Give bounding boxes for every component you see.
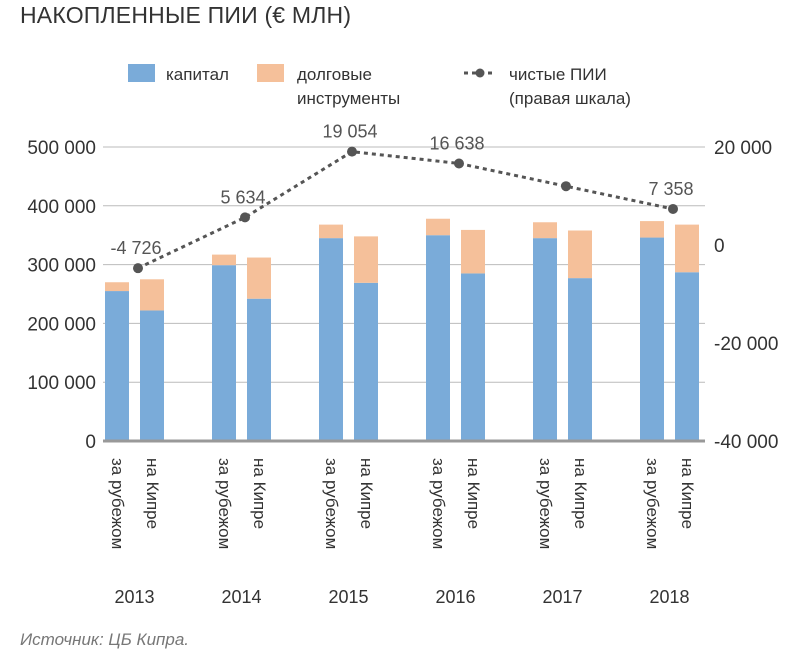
legend-label-capital: капитал [166,65,229,84]
legend-swatch-debt [257,64,284,82]
x-year-label: 2014 [221,587,261,607]
bar-debt [105,282,129,292]
bar-debt [426,218,450,236]
net-fdi-marker [347,146,357,157]
x-axis-categories: за рубежом на Кипре 2013 за рубежом на Кипре… [108,458,697,607]
legend-swatch-net-marker [475,68,485,78]
bar-capital [247,298,271,441]
bar-capital [640,237,664,441]
net-fdi-marker [561,181,571,192]
x-category-label: за рубежом [429,458,448,549]
net-fdi-data-label: 19 054 [322,122,377,142]
bars [105,218,699,441]
bar-capital [319,238,343,441]
x-category-label: на Кипре [250,458,269,529]
bar-capital [212,265,236,441]
bar-debt [675,224,699,273]
net-fdi-marker [454,158,464,169]
bar-debt [319,224,343,239]
y-left-tick-label: 500 000 [27,138,96,159]
net-fdi-marker [668,203,678,214]
bar-capital [461,273,485,441]
legend-swatch-capital [128,64,155,82]
y-left-tick-label: 0 [85,432,96,453]
net-fdi-data-label: 7 358 [648,179,693,199]
bar-debt [212,254,236,266]
bar-debt [533,222,557,239]
x-category-label: за рубежом [322,458,341,549]
y-left-tick-label: 200 000 [27,314,96,335]
net-fdi-marker [240,212,250,223]
x-category-label: за рубежом [643,458,662,549]
net-fdi-marker [133,263,143,274]
net-fdi-data-label: 16 638 [429,133,484,153]
x-category-label: на Кипре [571,458,590,529]
y-axis-right: -40 000 -20 000 0 20 000 [714,138,778,453]
x-category-label: на Кипре [143,458,162,529]
x-category-label: на Кипре [464,458,483,529]
x-category-label: на Кипре [357,458,376,529]
y-right-tick-label: 20 000 [714,138,772,159]
fdi-chart: -4 726 5 634 19 054 16 638 7 358 0 100 000 200… [27,64,778,607]
x-year-label: 2017 [542,587,582,607]
data-labels: -4 726 5 634 19 054 16 638 7 358 [110,122,693,259]
gridlines [103,146,705,383]
x-year-label: 2016 [435,587,475,607]
x-category-label: за рубежом [215,458,234,549]
net-fdi-data-label: 5 634 [220,187,265,207]
bar-capital [568,278,592,441]
bar-debt [140,279,164,311]
net-fdi-polyline [137,150,674,270]
bar-capital [105,291,129,441]
bar-debt [354,236,378,283]
bar-capital [675,272,699,441]
bar-capital [140,310,164,441]
y-right-tick-label: -20 000 [714,334,778,355]
y-right-tick-label: 0 [714,236,725,257]
legend: капитал долговые инструменты чистые ПИИ … [128,64,631,108]
bar-debt [568,230,592,279]
bar-debt [640,221,664,238]
source-note: Источник: ЦБ Кипра. [20,630,190,649]
y-right-tick-label: -40 000 [714,432,778,453]
y-left-tick-label: 300 000 [27,256,96,277]
x-category-label: за рубежом [108,458,127,549]
legend-label-debt-line2: инструменты [297,89,400,108]
y-axis-left: 0 100 000 200 000 300 000 400 000 500 000 [27,138,96,453]
x-year-label: 2018 [649,587,689,607]
net-fdi-line [133,146,678,274]
bar-capital [426,235,450,441]
bar-debt [247,257,271,299]
legend-label-net-line1: чистые ПИИ [509,65,607,84]
y-left-tick-label: 100 000 [27,373,96,394]
bar-debt [461,229,485,274]
bar-capital [533,238,557,441]
y-left-tick-label: 400 000 [27,197,96,218]
net-fdi-data-label: -4 726 [110,238,161,258]
x-year-label: 2013 [114,587,154,607]
x-category-label: за рубежом [536,458,555,549]
chart-title: НАКОПЛЕННЫЕ ПИИ (€ МЛН) [20,2,352,28]
legend-label-debt-line1: долговые [297,65,372,84]
bar-capital [354,282,378,441]
x-category-label: на Кипре [678,458,697,529]
legend-label-net-line2: (правая шкала) [509,89,631,108]
x-year-label: 2015 [328,587,368,607]
